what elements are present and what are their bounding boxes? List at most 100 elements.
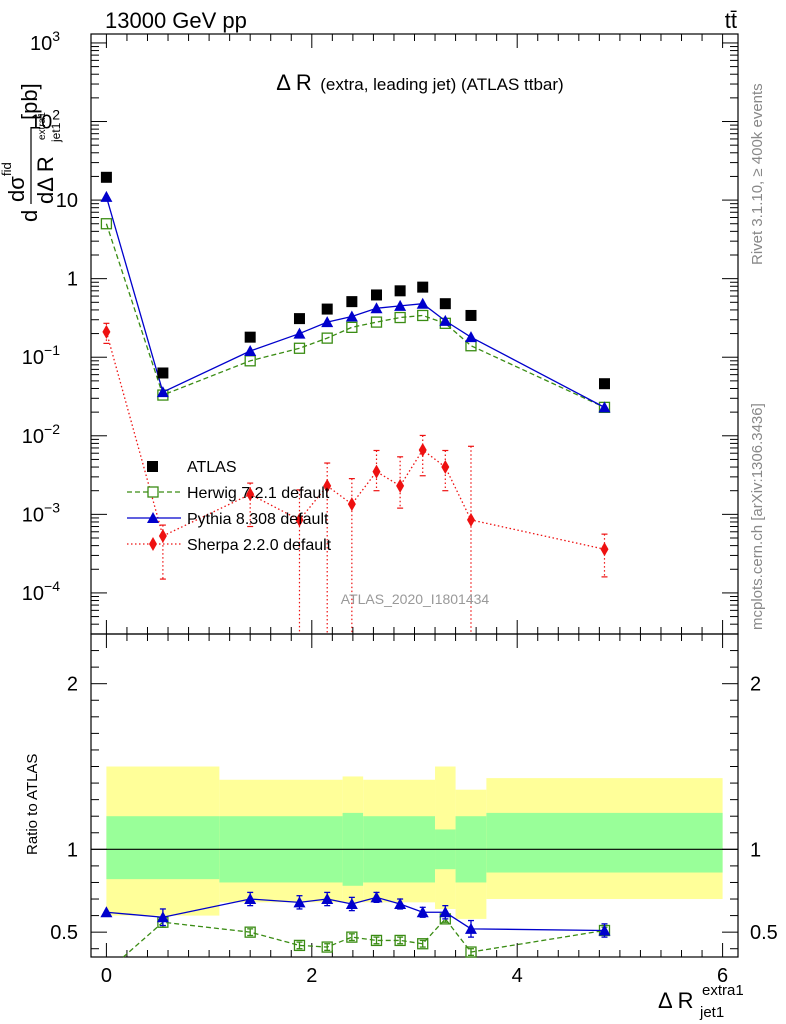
ratio-y-tick-label: 0.5	[50, 922, 78, 944]
point-atlas	[293, 313, 305, 325]
ylabel-denominator: dΔ R	[33, 156, 58, 204]
ratio-series-layer	[100, 891, 611, 958]
point-herwig	[394, 311, 406, 324]
point-sherpa	[295, 512, 304, 527]
ratio-point-pythia	[394, 897, 407, 909]
ratio-point-pythia	[293, 896, 306, 908]
ratio-y-tick-label: 1	[67, 839, 78, 861]
y-tick-label: 10−3	[22, 499, 60, 526]
y-tick-label: 10	[56, 190, 78, 212]
ratio-y-tick-label: 2	[67, 674, 78, 696]
point-pythia	[598, 401, 611, 413]
ratio-point-pythia	[321, 893, 334, 905]
ratio-point-pythia	[156, 911, 169, 923]
series-line-sherpa	[105, 331, 605, 550]
ratio-point-pythia	[244, 893, 257, 905]
point-herwig	[321, 332, 333, 344]
ratio-point-pythia	[345, 897, 358, 909]
point-atlas	[371, 289, 383, 301]
point-herwig	[346, 321, 358, 333]
analysis-label: ATLAS_2020_I1801434	[341, 591, 490, 607]
y-tick-label: 10−4	[22, 578, 60, 605]
point-pythia	[394, 299, 407, 311]
ylabel-sub: jet1	[49, 122, 63, 143]
ylabel-numerator: dσ	[4, 176, 29, 202]
main-y-axis-label: d dσ fid dΔ R jet1 extra1 [pb]	[0, 83, 63, 222]
ratio-point-herwig	[370, 934, 383, 947]
legend-entry-herwig: Herwig 7.2.1 default	[127, 485, 330, 502]
ylabel-sup: extra1	[37, 112, 48, 140]
ratio-point-pythia	[439, 906, 452, 918]
ylabel-d: d	[17, 210, 42, 222]
ratio-point-herwig	[293, 939, 306, 952]
point-pythia	[416, 297, 429, 309]
point-atlas	[417, 281, 429, 293]
xlabel-sup: extra1	[702, 982, 744, 999]
point-atlas	[321, 303, 333, 315]
ratio-y-tick-label-right: 0.5	[750, 922, 778, 944]
point-pythia	[156, 386, 169, 398]
point-atlas	[100, 171, 112, 183]
mcplots-label: mcplots.cern.ch [arXiv:1306.3436]	[749, 403, 766, 630]
point-herwig	[370, 316, 383, 328]
ratio-point-pythia	[464, 922, 477, 934]
point-herwig	[293, 342, 306, 354]
legend-marker-herwig	[147, 486, 159, 498]
band-inner-6	[486, 812, 723, 873]
point-atlas	[465, 309, 477, 321]
y-tick-label: 10−1	[22, 342, 60, 369]
legend-entry-pythia: Pythia 8.308 default	[127, 511, 329, 528]
series-sherpa	[102, 322, 609, 634]
ratio-point-herwig	[244, 926, 256, 938]
point-sherpa	[441, 460, 450, 475]
point-atlas	[157, 367, 169, 379]
x-tick-label: 0	[101, 965, 112, 987]
point-atlas	[439, 298, 451, 310]
legend-entry-sherpa: Sherpa 2.2.0 default	[127, 537, 332, 554]
band-inner-0	[106, 816, 220, 880]
ratio-point-herwig	[321, 941, 333, 953]
point-sherpa	[396, 478, 405, 493]
ratio-y-axis-label: Ratio to ATLAS	[24, 754, 41, 855]
ratio-line-herwig	[122, 917, 605, 958]
ylabel-numerator-sup: fid	[0, 162, 14, 176]
point-herwig	[100, 218, 113, 230]
ratio-point-pythia	[370, 891, 383, 903]
ratio-y-tick-label-right: 1	[750, 839, 761, 861]
point-pythia	[439, 314, 452, 326]
legend-marker-sherpa	[149, 537, 157, 551]
point-pythia	[244, 344, 257, 356]
x-tick-label: 4	[512, 965, 523, 987]
legend-entry-atlas: ATLAS	[147, 459, 237, 476]
plot-title: Δ R (extra, leading jet) (ATLAS ttbar)	[276, 70, 563, 95]
legend-marker-pythia	[147, 512, 159, 523]
x-tick-label: 2	[306, 965, 317, 987]
series-atlas	[100, 171, 610, 390]
main-series-layer	[100, 171, 611, 634]
point-sherpa	[102, 324, 111, 339]
point-sherpa	[418, 442, 427, 457]
point-atlas	[394, 285, 406, 297]
point-pythia	[100, 190, 113, 202]
point-sherpa	[323, 478, 332, 493]
tick-labels: 0 2 4 6 10−4 10−3 10−2 10−1 1 10 102 103 0.5 0.5 1 1 2 2	[22, 28, 778, 987]
point-sherpa	[372, 464, 381, 479]
y-tick-label: 103	[30, 28, 60, 55]
y-tick-label: 10−2	[22, 421, 60, 448]
legend-label-herwig: Herwig 7.2.1 default	[187, 485, 330, 502]
ratio-point-herwig	[346, 931, 358, 943]
point-atlas	[598, 378, 610, 390]
energy-label: 13000 GeV pp	[105, 8, 247, 33]
series-herwig	[100, 218, 611, 414]
point-sherpa	[246, 487, 255, 502]
point-pythia	[464, 331, 477, 343]
y-tick-label: 1	[67, 269, 78, 291]
point-sherpa	[347, 497, 356, 512]
ratio-point-herwig	[465, 946, 477, 958]
legend-marker-atlas	[147, 461, 158, 472]
point-sherpa	[600, 542, 609, 557]
ratio-point-pythia	[416, 906, 429, 918]
point-atlas	[244, 331, 256, 343]
point-pythia	[370, 302, 383, 314]
